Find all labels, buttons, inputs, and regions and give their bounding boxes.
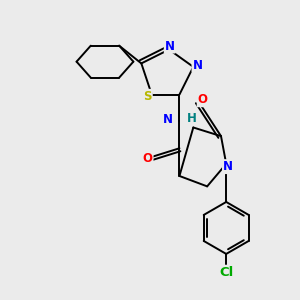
Text: O: O xyxy=(198,93,208,106)
Text: O: O xyxy=(142,152,153,165)
Text: N: N xyxy=(165,40,175,52)
Text: H: H xyxy=(187,112,197,124)
Text: N: N xyxy=(223,160,233,173)
Text: N: N xyxy=(193,58,202,72)
Text: Cl: Cl xyxy=(219,266,233,279)
Text: S: S xyxy=(143,90,152,103)
Text: N: N xyxy=(163,113,173,126)
